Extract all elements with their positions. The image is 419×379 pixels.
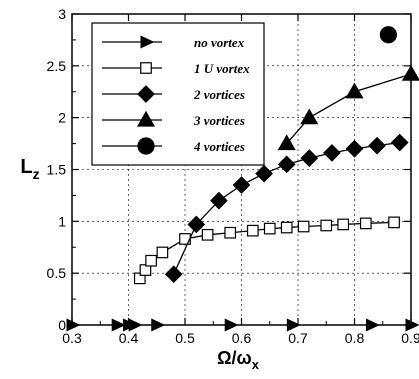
legend-label: 1 U vortex: [194, 61, 250, 76]
legend-marker: [140, 62, 152, 74]
data-point: [345, 82, 364, 99]
data-point: [210, 191, 228, 210]
x-tick-label: 0.5: [175, 330, 195, 346]
legend-marker: [140, 35, 155, 49]
data-point: [345, 139, 364, 158]
legend-label: 2 vortices: [193, 87, 245, 102]
data-point: [388, 216, 400, 229]
legend-marker: [137, 137, 155, 155]
data-point: [280, 221, 293, 234]
data-point: [224, 226, 237, 239]
legend-entry: no vortex: [102, 35, 245, 50]
y-tick-label: 1.5: [47, 162, 67, 178]
data-point: [300, 108, 319, 125]
data-point: [300, 149, 319, 167]
data-point: [337, 218, 350, 231]
data-point: [277, 155, 296, 174]
y-tick-label: 2.5: [47, 58, 67, 74]
data-point: [246, 224, 259, 237]
data-point: [323, 144, 341, 162]
data-point: [255, 164, 273, 183]
legend-label: 3 vortices: [193, 113, 245, 128]
data-point: [277, 134, 296, 151]
series-2: [164, 133, 409, 284]
legend-entry: 3 vortices: [102, 110, 245, 128]
x-tick-label: 0.3: [62, 330, 82, 346]
data-point: [145, 254, 157, 267]
data-point: [263, 222, 276, 235]
x-tick-label: 0.6: [232, 330, 252, 346]
legend-entry: 1 U vortex: [102, 61, 250, 76]
data-point: [359, 217, 372, 230]
x-axis-label: Ω/ωx: [217, 348, 260, 372]
y-tick-label: 3: [58, 6, 66, 22]
data-point: [232, 176, 251, 194]
data-point: [390, 133, 409, 152]
series-3: [277, 64, 419, 151]
x-tick-label: 0.4: [119, 330, 139, 346]
legend-marker: [137, 85, 155, 103]
legend-label: no vortex: [194, 35, 245, 50]
x-tick-label: 0.7: [288, 330, 308, 346]
series-4: [379, 26, 397, 44]
legend-marker: [136, 110, 156, 127]
legend-entry: 2 vortices: [102, 85, 245, 103]
data-point: [156, 246, 169, 259]
x-tick-label: 0.9: [401, 330, 419, 346]
series-1: [133, 216, 400, 285]
y-tick-label: 0.5: [47, 265, 67, 281]
data-point: [379, 26, 397, 44]
x-tick-label: 0.8: [345, 330, 365, 346]
data-point: [164, 265, 183, 284]
y-tick-label: 2: [58, 110, 66, 126]
data-point: [297, 220, 310, 233]
data-point: [368, 136, 386, 155]
legend: no vortex 1 U vortex 2 vortices 3 vortices 4…: [91, 22, 265, 166]
y-tick-label: 0: [58, 317, 66, 333]
data-point: [187, 215, 206, 234]
ticks: 0.3 0.4 0.5 0.6 0.7 0.8 0.9 0 0.5 1 1.5 2 2.5 3: [47, 6, 419, 346]
data-point: [201, 228, 214, 241]
y-axis-label: Lz: [20, 156, 39, 182]
data-point: [320, 219, 333, 232]
series-layer: [66, 26, 419, 332]
series-line: [286, 73, 412, 145]
legend-entry: 4 vortices: [102, 137, 245, 155]
y-tick-label: 1: [58, 213, 66, 229]
legend-label: 4 vortices: [193, 139, 245, 154]
